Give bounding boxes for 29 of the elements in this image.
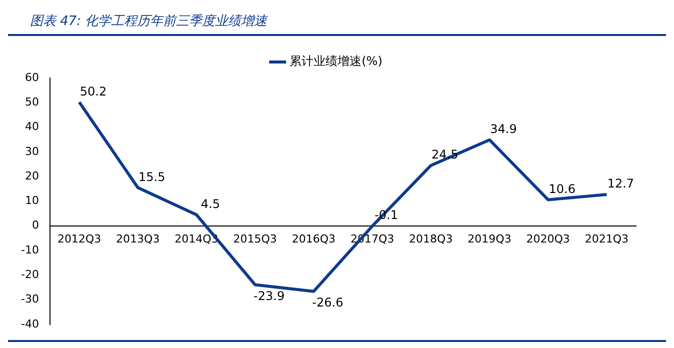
y-tick-label: 20 (24, 169, 39, 182)
y-tick-label: 0 (32, 218, 39, 232)
x-tick-label: 2015Q3 (233, 232, 277, 246)
data-label: 15.5 (138, 170, 166, 184)
y-tick-label: -40 (21, 317, 39, 330)
y-tick-label: -20 (21, 268, 39, 281)
y-tick-label: 30 (24, 144, 39, 158)
y-tick-label: 40 (24, 120, 39, 134)
data-label: 34.9 (490, 122, 517, 136)
x-tick-label: 2013Q3 (116, 232, 160, 246)
x-tick-label: 2012Q3 (57, 232, 102, 246)
y-tick-label: 10 (24, 194, 39, 208)
legend-label: 累计业绩增速(%) (290, 54, 382, 68)
data-label: -26.6 (312, 296, 344, 310)
y-tick-label: -10 (21, 243, 39, 256)
x-tick-label: 2018Q3 (409, 232, 453, 246)
x-tick-label: 2020Q3 (526, 232, 570, 246)
y-tick-label: 50 (24, 96, 39, 108)
x-tick-label: 2021Q3 (584, 232, 629, 246)
x-tick-label: 2019Q3 (468, 232, 512, 246)
data-label: 4.5 (200, 196, 220, 211)
y-tick-label: -30 (21, 292, 39, 306)
x-tick-label: 2016Q3 (292, 232, 336, 246)
data-label: -23.9 (254, 288, 285, 303)
data-label: 50.2 (80, 84, 107, 98)
data-label: 12.7 (607, 176, 634, 191)
chart-title: 图表 47: 化学工程历年前三季度业绩增速 (8, 8, 666, 36)
data-label: 10.6 (548, 182, 576, 196)
y-tick-label: 60 (24, 70, 39, 84)
